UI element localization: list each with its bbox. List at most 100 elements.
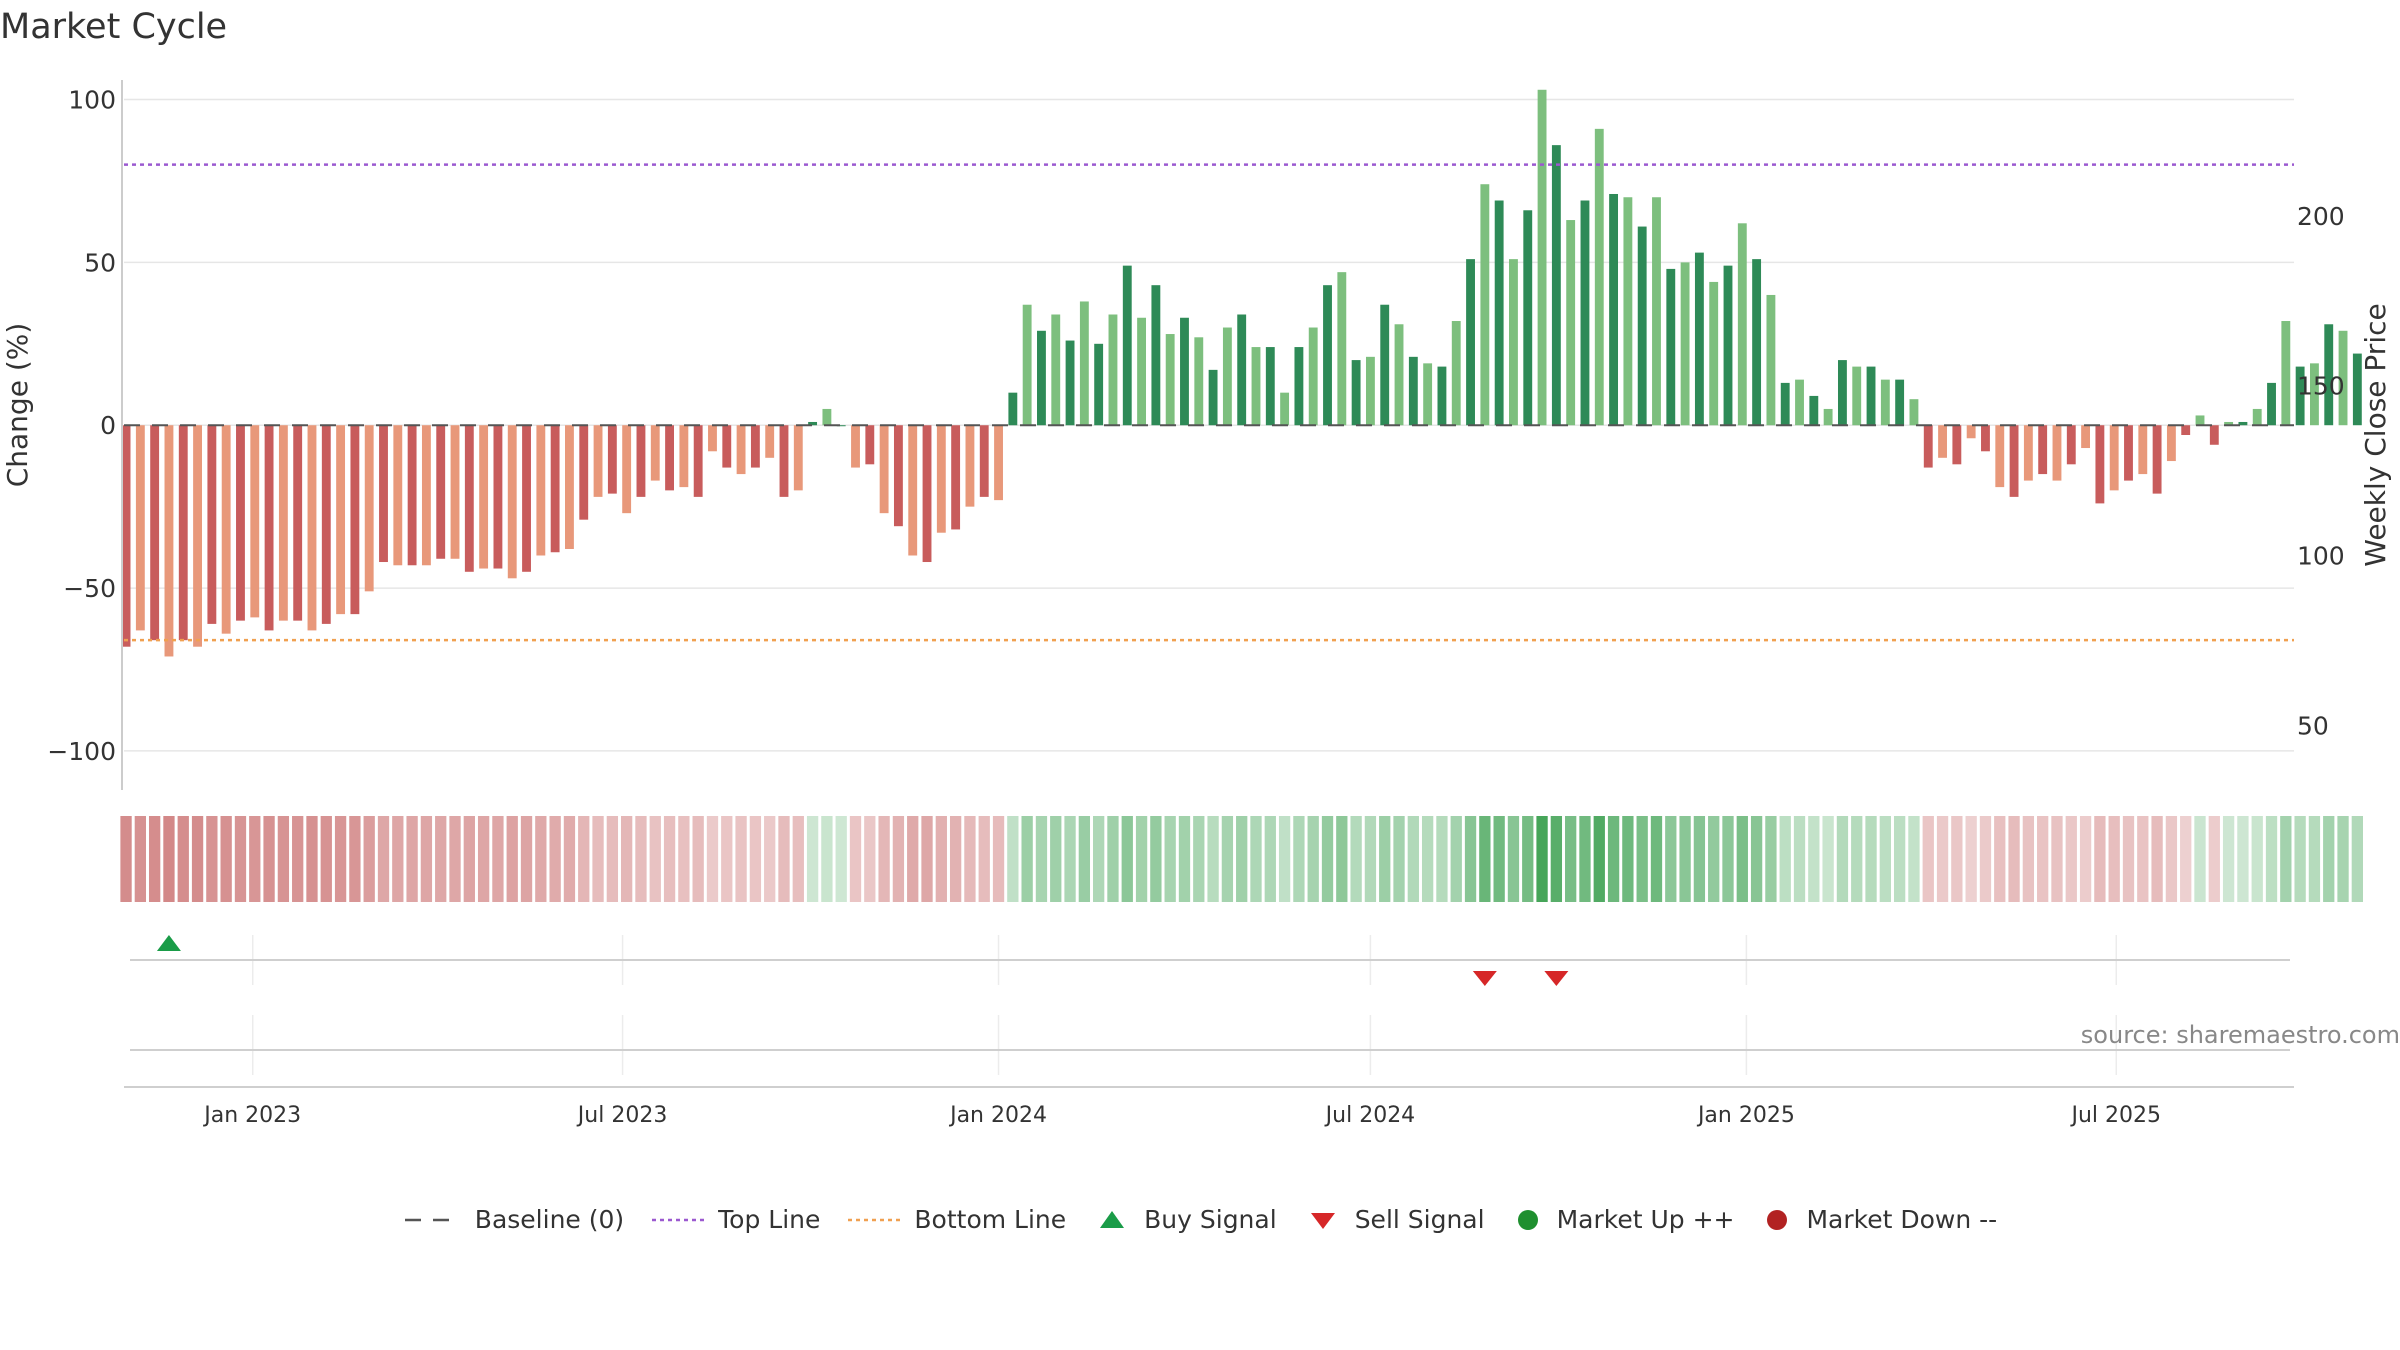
change-bar xyxy=(593,425,603,497)
heat-strip-cell xyxy=(1193,816,1205,902)
change-bar xyxy=(722,425,732,468)
chart-title: Market Cycle xyxy=(0,7,227,47)
change-bar xyxy=(2224,421,2234,426)
bar-series xyxy=(121,89,2362,657)
x-tick-label: Jan 2023 xyxy=(202,1103,301,1128)
change-bar xyxy=(364,425,374,592)
heat-strip-cell xyxy=(1708,816,1720,902)
heat-strip-cell xyxy=(835,816,847,902)
circle-green-icon xyxy=(1517,1209,1538,1230)
heat-strip-cell xyxy=(949,816,962,902)
change-bar xyxy=(1523,210,1533,426)
heat-strip-cell xyxy=(978,816,990,902)
heat-strip-cell xyxy=(1221,816,1234,902)
change-bar xyxy=(1451,321,1461,426)
heat-strip-cell xyxy=(1035,816,1048,902)
change-bar xyxy=(922,425,932,563)
change-bar xyxy=(1909,399,1919,426)
change-bar xyxy=(636,425,646,497)
change-bar xyxy=(1752,259,1762,426)
change-bar xyxy=(2309,363,2319,426)
change-bar xyxy=(1337,272,1347,426)
heat-strip-cell xyxy=(1979,816,1992,902)
bottom-line-swatch-icon xyxy=(848,1218,901,1221)
triangle-down-icon xyxy=(1310,1212,1335,1229)
change-bar xyxy=(2181,425,2191,435)
change-bar xyxy=(979,425,989,497)
heat-strip-cell xyxy=(849,816,862,902)
heat-strip-cell xyxy=(506,816,518,902)
heat-strip-cell xyxy=(1936,816,1949,902)
heat-strip-cell xyxy=(2265,816,2278,902)
change-bar xyxy=(579,425,589,520)
heat-strip-cell xyxy=(1164,816,1176,902)
change-bar xyxy=(1365,356,1375,426)
x-tick-label: Jan 2025 xyxy=(1696,1103,1795,1128)
change-bar xyxy=(708,425,717,452)
change-bar xyxy=(1323,285,1332,426)
change-bar xyxy=(1880,379,1890,426)
change-bar xyxy=(221,425,231,634)
change-bar xyxy=(1852,366,1862,426)
sell-signal-marker xyxy=(1544,971,1569,986)
change-bar xyxy=(2023,425,2033,481)
x-tick-label: Jan 2024 xyxy=(948,1103,1047,1128)
heat-strip-cell xyxy=(2065,816,2077,902)
change-bar xyxy=(2009,425,2019,497)
heat-strip-cell xyxy=(2037,816,2049,902)
heat-strip-cell xyxy=(592,816,604,902)
change-bar xyxy=(1051,314,1061,426)
heat-strip-cell xyxy=(663,816,676,902)
change-bar xyxy=(421,425,431,566)
change-bar xyxy=(851,425,860,468)
heat-strip-cell xyxy=(964,816,976,902)
heat-strip-cell xyxy=(234,816,247,902)
change-bar xyxy=(1008,392,1018,426)
heat-strip-cell xyxy=(2237,816,2249,902)
heat-strip-cell xyxy=(678,816,690,902)
heat-strip-cell xyxy=(420,816,433,902)
heat-strip-cell xyxy=(1593,816,1605,902)
heat-strip-cell xyxy=(749,816,762,902)
heat-strip-cell xyxy=(864,816,876,902)
change-bar xyxy=(135,425,145,631)
change-bar xyxy=(2195,415,2205,426)
heat-strip-cell xyxy=(821,816,833,902)
legend-buy: Buy Signal xyxy=(1092,1205,1277,1234)
change-bar xyxy=(1666,268,1676,426)
change-bar xyxy=(1509,259,1518,426)
change-bar xyxy=(193,425,202,647)
change-bar xyxy=(1494,200,1504,426)
legend-baseline: Baseline (0) xyxy=(403,1205,624,1234)
heat-strip-cell xyxy=(778,816,790,902)
heat-strip-cell xyxy=(1536,816,1548,902)
change-bar xyxy=(994,425,1003,501)
change-bar xyxy=(2324,324,2334,426)
heat-strip-cell xyxy=(1379,816,1391,902)
change-bar xyxy=(2295,366,2305,426)
heat-strip-cell xyxy=(220,816,232,902)
change-bar xyxy=(1895,379,1905,426)
heat-strip-cell xyxy=(1550,816,1563,902)
heat-strip-cell xyxy=(1493,816,1505,902)
heat-strip-cell xyxy=(2194,816,2206,902)
change-bar xyxy=(1351,360,1361,426)
heat-strip-cell xyxy=(549,816,561,902)
change-bar xyxy=(2152,425,2162,494)
heat-strip-cell xyxy=(1178,816,1191,902)
heat-strip-cell xyxy=(2094,816,2106,902)
heat-strip-cell xyxy=(1636,816,1648,902)
heat-strip-cell xyxy=(1450,816,1462,902)
y-tick-label: 100 xyxy=(68,86,116,115)
change-bar xyxy=(1394,324,1404,426)
heat-strip-cell xyxy=(1665,816,1677,902)
legend-sell-label: Sell Signal xyxy=(1354,1205,1485,1234)
heat-strip-cell xyxy=(721,816,733,902)
heat-strip-cell xyxy=(2022,816,2035,902)
change-bar xyxy=(321,425,331,624)
change-bar xyxy=(1694,252,1704,426)
heat-strip-cell xyxy=(1650,816,1663,902)
heat-strip-cell xyxy=(320,816,332,902)
change-bar xyxy=(779,425,789,497)
heat-strip-cell xyxy=(1207,816,1219,902)
